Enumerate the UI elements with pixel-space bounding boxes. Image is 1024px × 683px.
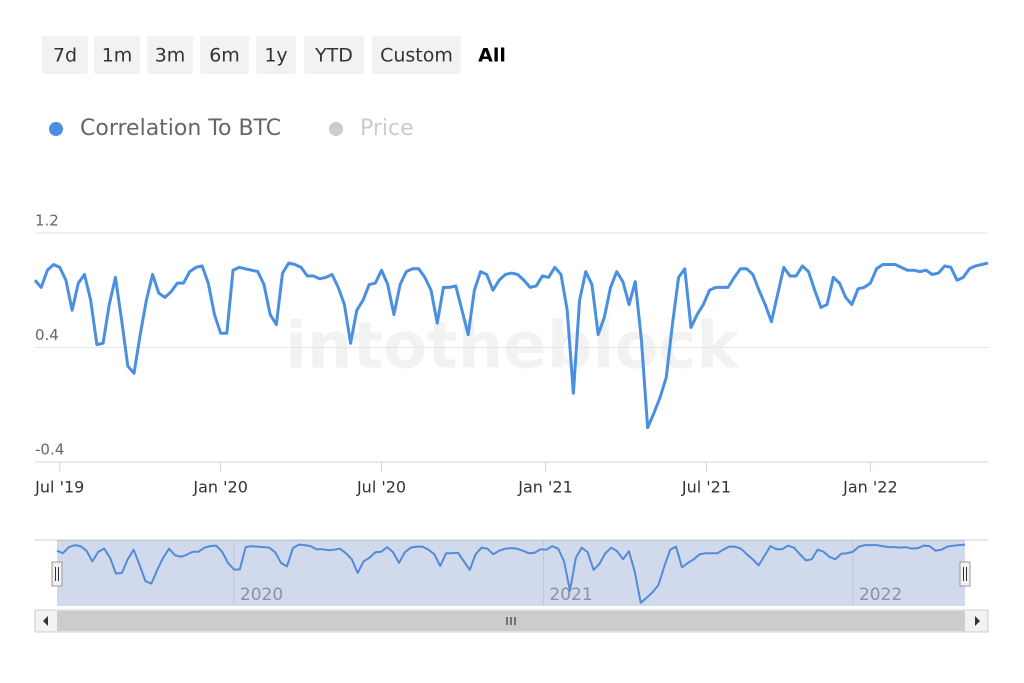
range-button[interactable] xyxy=(147,36,193,74)
plot-area: -0.4 0.4 1.2 Jul '19 Jan '20 Jul '20 Jan '21 Ju… xyxy=(33,212,989,497)
x-tick-label: Jul '21 xyxy=(681,478,731,497)
scroll-left-arrow[interactable] xyxy=(43,616,48,626)
y-tick-label: 1.2 xyxy=(35,212,59,230)
navigator-handle-grip xyxy=(963,567,967,581)
range-button-label[interactable]: 6m xyxy=(209,45,240,67)
navigator-tick-label: 2022 xyxy=(859,585,902,605)
navigator-handle[interactable] xyxy=(51,561,63,587)
legend-marker[interactable] xyxy=(49,122,63,136)
navigator-handle[interactable] xyxy=(959,561,971,587)
scrollbar-grip xyxy=(506,617,516,625)
range-button[interactable] xyxy=(256,36,296,74)
scroll-right-arrow[interactable] xyxy=(975,616,980,626)
navigator-mask xyxy=(57,540,965,606)
range-button-label[interactable]: All xyxy=(478,45,506,67)
navigator-line xyxy=(56,543,966,604)
range-button-label[interactable]: YTD xyxy=(314,45,353,67)
range-button[interactable] xyxy=(94,36,140,74)
watermark: intotheblock xyxy=(285,310,740,384)
navigator-tick-label: 2020 xyxy=(240,585,283,605)
x-tick-label: Jan '21 xyxy=(517,478,573,497)
legend-label[interactable]: Correlation To BTC xyxy=(80,116,281,141)
legend-label[interactable]: Price xyxy=(360,116,414,141)
legend-marker[interactable] xyxy=(329,122,343,136)
x-tick-label: Jan '20 xyxy=(192,478,248,497)
x-tick-label: Jan '22 xyxy=(842,478,898,497)
range-selector: 7d 1m 3m 6m 1y YTD Custom All xyxy=(42,36,506,74)
range-button[interactable] xyxy=(42,36,88,74)
range-button[interactable] xyxy=(200,36,249,74)
correlation-line xyxy=(33,261,989,430)
range-button-label[interactable]: 1y xyxy=(264,45,287,67)
range-button-label[interactable]: 3m xyxy=(155,45,186,67)
navigator: 2020 2021 2022 xyxy=(35,539,988,606)
navigator-handle-grip xyxy=(55,567,59,581)
x-tick-label: Jul '20 xyxy=(356,478,406,497)
y-tick-label: -0.4 xyxy=(35,441,64,459)
x-tick-label: Jul '19 xyxy=(34,478,84,497)
range-button[interactable] xyxy=(304,36,364,74)
legend: Correlation To BTC Price xyxy=(49,116,414,141)
range-button-label[interactable]: 1m xyxy=(102,45,133,67)
navigator-tick-label: 2021 xyxy=(549,585,592,605)
range-button-label[interactable]: 7d xyxy=(53,45,77,67)
range-button-label[interactable]: Custom xyxy=(380,45,453,67)
scrollbar xyxy=(34,609,989,633)
range-button[interactable] xyxy=(372,36,461,74)
y-tick-label: 0.4 xyxy=(35,326,59,344)
